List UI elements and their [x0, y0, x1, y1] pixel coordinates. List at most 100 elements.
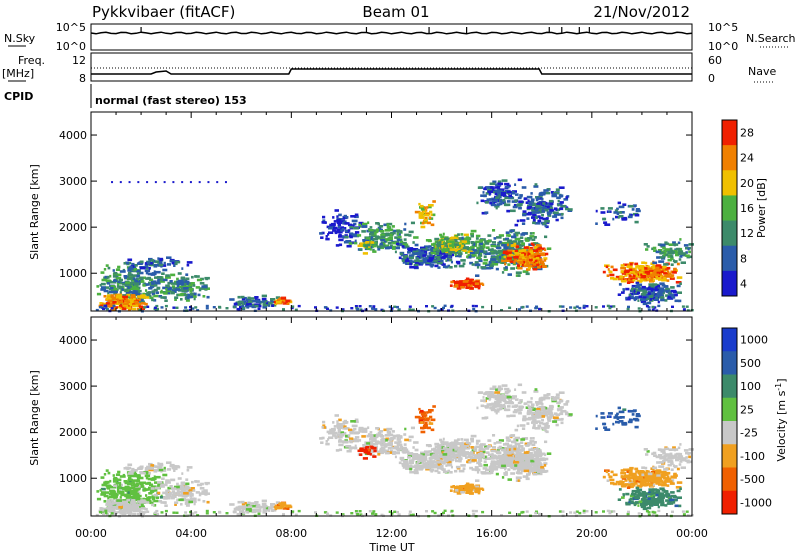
- power-cell: [191, 295, 197, 298]
- power-cell: [629, 292, 635, 296]
- power-cell: [359, 308, 363, 311]
- velocity-cell: [479, 444, 484, 447]
- power-cell: [202, 295, 206, 298]
- power-cell: [126, 300, 130, 303]
- power-cell: [124, 288, 128, 292]
- velocity-cell: [118, 485, 122, 489]
- power-cell: [354, 305, 358, 308]
- velocity-cell: [143, 471, 149, 474]
- power-cell: [132, 307, 137, 311]
- power-cell: [372, 305, 376, 308]
- velocity-cell: [372, 442, 378, 446]
- power-cell: [110, 280, 117, 284]
- power-cell: [495, 206, 498, 210]
- power-cell: [531, 211, 535, 214]
- power-cell: [465, 283, 469, 286]
- power-cell: [137, 303, 142, 306]
- power-cell: [636, 291, 640, 295]
- velocity-cell: [428, 450, 432, 453]
- velocity-cell: [455, 485, 461, 489]
- power-cell: [131, 266, 137, 270]
- velocity-cell: [128, 495, 133, 499]
- velocity-cell: [188, 487, 193, 490]
- velocity-cell: [250, 504, 257, 508]
- power-cell: [551, 193, 557, 196]
- velocity-cell: [191, 480, 194, 484]
- power-cell: [148, 257, 153, 261]
- power-cell: [369, 248, 372, 251]
- power-cell: [496, 203, 501, 206]
- velocity-cell: [392, 446, 399, 450]
- power-cell: [519, 263, 524, 266]
- power-cell: [527, 237, 533, 240]
- velocity-cell: [107, 504, 113, 508]
- power-cell: [498, 259, 504, 263]
- velocity-cell: [131, 467, 135, 471]
- power-cell: [685, 254, 690, 257]
- power-cell: [505, 231, 510, 234]
- velocity-cell: [145, 501, 150, 504]
- velocity-cell: [334, 414, 339, 417]
- power-cell: [530, 251, 535, 255]
- power-cell: [621, 272, 627, 275]
- velocity-cell: [176, 485, 180, 489]
- velocity-cell: [285, 505, 288, 508]
- velocity-cell: [181, 494, 187, 497]
- power-cell: [416, 257, 419, 260]
- power-cell: [243, 302, 246, 306]
- power-cell: [414, 210, 421, 214]
- power-cell: [649, 298, 652, 301]
- velocity-cell: [197, 498, 201, 502]
- freq-unit-label: [MHz]: [2, 67, 34, 80]
- velocity-cell: [127, 472, 134, 475]
- velocity-cell: [436, 454, 440, 458]
- power-cell: [508, 253, 513, 256]
- velocity-cell: [404, 467, 408, 470]
- power-cell: [107, 304, 112, 308]
- power-cell: [136, 298, 141, 302]
- power-cell: [672, 259, 675, 262]
- power-cell: [517, 196, 522, 200]
- power-cell: [192, 284, 196, 287]
- power-cell: [391, 247, 396, 250]
- colorbar-segment: [722, 245, 737, 272]
- power-cell: [403, 228, 407, 231]
- power-cell: [123, 275, 128, 278]
- power-cell: [424, 213, 430, 217]
- velocity-cell: [136, 477, 140, 480]
- velocity-cell: [358, 426, 364, 430]
- power-cell: [556, 203, 563, 206]
- power-cell: [626, 307, 630, 311]
- velocity-cell: [171, 466, 175, 470]
- power-cell: [372, 250, 377, 253]
- velocity-cell: [385, 439, 388, 442]
- power-cell: [665, 272, 672, 276]
- velocity-cell: [380, 449, 386, 453]
- power-cell: [612, 305, 616, 308]
- power-cell: [370, 241, 375, 244]
- velocity-cell: [194, 480, 197, 483]
- power-cell: [112, 304, 116, 308]
- velocity-cell: [492, 434, 496, 437]
- velocity-cell: [129, 470, 133, 474]
- power-cell: [420, 208, 425, 211]
- power-cell: [285, 300, 288, 303]
- power-cell: [649, 285, 655, 288]
- velocity-cell: [495, 472, 499, 476]
- power-cell: [182, 285, 189, 289]
- velocity-cell: [543, 462, 548, 465]
- power-cell: [531, 207, 535, 210]
- power-cell: [424, 245, 430, 248]
- power-cell: [336, 228, 341, 231]
- power-cell: [505, 237, 510, 241]
- velocity-cell: [122, 500, 128, 504]
- velocity-cell: [275, 501, 281, 504]
- power-cell: [631, 208, 635, 211]
- velocity-cell: [184, 485, 190, 489]
- power-cell: [128, 298, 132, 302]
- power-cell: [518, 259, 521, 262]
- power-cell: [393, 305, 397, 308]
- velocity-cell: [433, 464, 438, 467]
- velocity-cell: [351, 438, 358, 441]
- power-cell: [463, 233, 469, 237]
